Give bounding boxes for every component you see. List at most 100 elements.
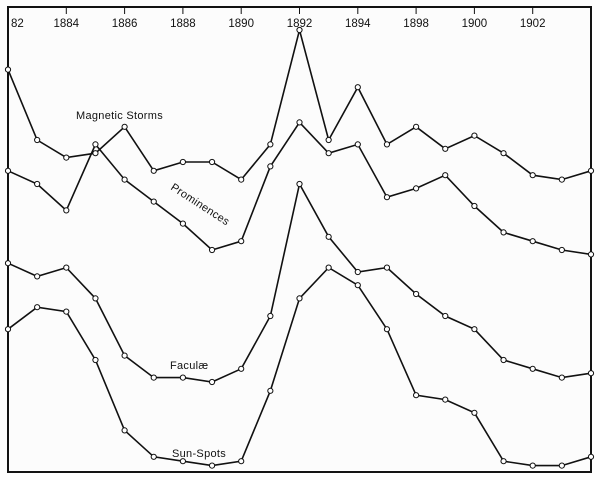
data-point-facul- <box>34 273 41 280</box>
data-point-prominences <box>4 167 12 174</box>
data-point-facul- <box>179 374 186 381</box>
x-tick-label: 1886 <box>112 18 138 30</box>
data-point-sun-spots <box>413 392 420 399</box>
data-point-facul- <box>267 312 274 320</box>
data-point-prominences <box>442 172 449 179</box>
data-point-sun-spots <box>238 458 245 465</box>
data-point-sun-spots <box>325 264 332 271</box>
data-point-magnetic-storms <box>442 145 449 152</box>
data-point-sun-spots <box>92 356 99 364</box>
data-point-facul- <box>442 312 449 320</box>
data-point-prominences <box>413 185 420 192</box>
data-point-magnetic-storms <box>267 141 274 148</box>
data-point-sun-spots <box>558 462 565 469</box>
data-point-prominences <box>558 246 565 254</box>
data-point-facul- <box>529 365 536 372</box>
x-tick-label: 82 <box>11 18 24 30</box>
series-label-magnetic-storms: Magnetic Storms <box>76 110 163 122</box>
data-point-prominences <box>500 229 507 236</box>
data-point-prominences <box>296 119 303 126</box>
data-point-sun-spots <box>296 295 303 302</box>
x-tick-label: 1884 <box>54 18 80 30</box>
data-point-facul- <box>92 295 99 302</box>
data-point-facul- <box>296 180 303 188</box>
series-label-sun-spots: Sun-Spots <box>172 448 226 460</box>
data-point-facul- <box>63 264 70 271</box>
data-point-sun-spots <box>267 387 274 394</box>
x-tick-label: 1892 <box>287 18 313 30</box>
data-point-sun-spots <box>179 458 186 465</box>
data-point-prominences <box>150 198 157 205</box>
data-point-facul- <box>4 260 12 267</box>
data-point-sun-spots <box>442 396 449 403</box>
data-point-magnetic-storms <box>587 167 595 174</box>
data-point-prominences <box>121 176 128 183</box>
data-point-magnetic-storms <box>529 172 536 179</box>
data-point-magnetic-storms <box>413 123 420 130</box>
data-point-sun-spots <box>587 453 595 460</box>
data-point-magnetic-storms <box>121 123 128 130</box>
data-point-prominences <box>238 238 245 245</box>
data-point-facul- <box>587 370 595 377</box>
data-point-magnetic-storms <box>63 154 70 161</box>
data-point-prominences <box>63 207 70 214</box>
x-tick-label: 1890 <box>228 18 254 30</box>
data-point-magnetic-storms <box>354 84 361 91</box>
x-tick-label: 1900 <box>462 18 488 30</box>
x-tick-label: 1898 <box>403 18 429 30</box>
data-point-facul- <box>471 326 478 333</box>
x-tick-label: 1888 <box>170 18 196 30</box>
data-point-facul- <box>354 268 361 276</box>
data-point-sun-spots <box>34 304 41 311</box>
data-point-prominences <box>587 251 595 258</box>
data-point-prominences <box>471 202 478 210</box>
data-point-magnetic-storms <box>4 66 12 73</box>
series-line-magnetic-storms <box>7 26 592 181</box>
data-point-prominences <box>208 246 216 254</box>
data-point-prominences <box>92 141 99 148</box>
data-point-magnetic-storms <box>325 136 332 144</box>
data-point-magnetic-storms <box>558 176 565 183</box>
data-point-sun-spots <box>208 462 216 469</box>
x-tick-label: 1902 <box>520 18 546 30</box>
data-point-facul- <box>558 374 565 381</box>
series-label-faculae: Faculæ <box>170 360 208 372</box>
data-point-facul- <box>208 378 216 386</box>
data-point-magnetic-storms <box>179 158 186 166</box>
data-point-magnetic-storms <box>92 150 99 157</box>
data-point-facul- <box>121 352 128 359</box>
series-line-facul- <box>7 181 592 383</box>
data-point-magnetic-storms <box>34 136 41 144</box>
data-point-sun-spots <box>150 453 157 460</box>
data-point-sun-spots <box>471 409 478 416</box>
data-point-magnetic-storms <box>383 141 391 148</box>
data-point-prominences <box>354 141 361 148</box>
data-point-sun-spots <box>354 282 361 289</box>
data-point-facul- <box>238 365 245 372</box>
data-point-facul- <box>383 264 391 271</box>
data-point-prominences <box>383 194 391 201</box>
data-point-sun-spots <box>121 427 128 434</box>
data-point-prominences <box>179 220 186 227</box>
data-point-prominences <box>529 238 536 245</box>
data-point-magnetic-storms <box>238 176 245 183</box>
data-point-magnetic-storms <box>208 158 216 166</box>
data-point-magnetic-storms <box>500 150 507 157</box>
data-point-sun-spots <box>63 308 70 315</box>
series-label-prominences: Prominences <box>168 181 231 228</box>
data-point-facul- <box>413 290 420 298</box>
data-point-prominences <box>34 180 41 188</box>
data-point-facul- <box>325 233 332 240</box>
data-point-facul- <box>150 374 157 381</box>
data-point-facul- <box>500 356 507 364</box>
data-point-sun-spots <box>383 326 391 333</box>
x-tick-label: 1894 <box>345 18 371 30</box>
data-point-sun-spots <box>4 326 12 333</box>
data-point-prominences <box>267 163 274 170</box>
data-point-magnetic-storms <box>150 167 157 174</box>
plot-frame <box>7 6 592 473</box>
data-point-prominences <box>325 150 332 157</box>
data-point-magnetic-storms <box>471 132 478 139</box>
data-point-sun-spots <box>529 462 536 469</box>
